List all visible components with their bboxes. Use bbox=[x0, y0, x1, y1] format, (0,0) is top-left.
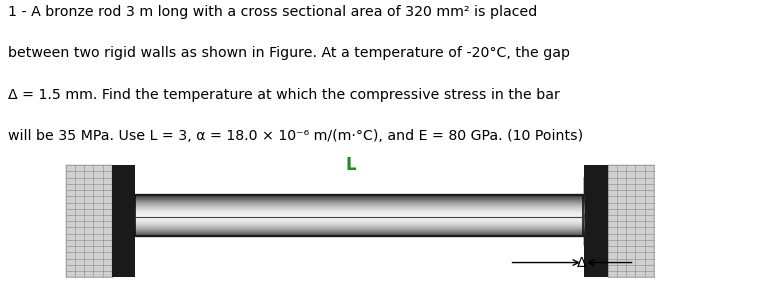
Bar bbox=[135, 221, 583, 222]
Bar bbox=[135, 227, 583, 228]
Bar bbox=[135, 223, 583, 224]
Bar bbox=[135, 229, 583, 230]
Bar bbox=[112, 165, 135, 277]
Bar bbox=[135, 218, 583, 219]
Bar bbox=[135, 224, 583, 225]
Bar bbox=[135, 196, 583, 197]
Bar bbox=[135, 208, 583, 209]
Bar bbox=[135, 214, 583, 215]
Bar bbox=[135, 203, 583, 204]
Text: 1 - A bronze rod 3 m long with a cross sectional area of 320 mm² is placed: 1 - A bronze rod 3 m long with a cross s… bbox=[8, 5, 537, 19]
Bar bbox=[135, 226, 583, 227]
Bar bbox=[135, 202, 583, 203]
Bar bbox=[135, 197, 583, 198]
Bar bbox=[135, 213, 583, 214]
Bar bbox=[135, 220, 583, 221]
Bar bbox=[135, 204, 583, 205]
Text: between two rigid walls as shown in Figure. At a temperature of -20°C, the gap: between two rigid walls as shown in Figu… bbox=[8, 46, 570, 60]
Bar bbox=[135, 215, 583, 216]
Bar bbox=[135, 212, 583, 213]
Bar bbox=[135, 219, 583, 220]
Bar bbox=[135, 231, 583, 232]
Text: Δ: Δ bbox=[577, 255, 586, 270]
Bar bbox=[135, 232, 583, 233]
Bar bbox=[135, 209, 583, 210]
Bar bbox=[135, 207, 583, 208]
Bar bbox=[135, 217, 583, 218]
Bar bbox=[135, 220, 583, 221]
Bar bbox=[135, 227, 583, 228]
Bar bbox=[135, 196, 583, 197]
Bar bbox=[135, 201, 583, 202]
Bar bbox=[135, 235, 583, 236]
Bar bbox=[135, 230, 583, 231]
Bar bbox=[135, 232, 583, 233]
Bar bbox=[135, 214, 583, 215]
Bar bbox=[135, 211, 583, 212]
Text: L: L bbox=[346, 156, 357, 174]
Bar bbox=[135, 195, 583, 236]
Bar bbox=[135, 216, 583, 217]
Bar bbox=[135, 210, 583, 211]
Bar bbox=[135, 209, 583, 210]
Bar bbox=[135, 225, 583, 226]
Bar bbox=[135, 223, 583, 224]
Bar bbox=[135, 234, 583, 235]
Bar bbox=[135, 234, 583, 235]
Bar bbox=[135, 206, 583, 207]
Bar bbox=[135, 224, 583, 225]
Bar bbox=[135, 225, 583, 226]
Bar bbox=[135, 199, 583, 200]
Bar bbox=[608, 165, 654, 277]
Bar bbox=[135, 208, 583, 209]
Bar bbox=[135, 203, 583, 204]
Bar bbox=[135, 194, 583, 195]
Text: will be 35 MPa. Use L = 3, α = 18.0 × 10⁻⁶ m/(m·°C), and E = 80 GPa. (10 Points): will be 35 MPa. Use L = 3, α = 18.0 × 10… bbox=[8, 129, 583, 143]
Text: Δ = 1.5 mm. Find the temperature at which the compressive stress in the bar: Δ = 1.5 mm. Find the temperature at whic… bbox=[8, 88, 560, 101]
Bar bbox=[135, 200, 583, 201]
Bar bbox=[135, 198, 583, 199]
Bar bbox=[135, 221, 583, 222]
Bar bbox=[135, 228, 583, 229]
Bar bbox=[135, 205, 583, 206]
Bar bbox=[66, 165, 112, 277]
Bar bbox=[135, 205, 583, 206]
Bar bbox=[135, 228, 583, 229]
Bar bbox=[135, 212, 583, 213]
Bar bbox=[135, 210, 583, 211]
Bar bbox=[135, 216, 583, 217]
Bar bbox=[135, 222, 583, 223]
Bar bbox=[135, 207, 583, 208]
Bar bbox=[135, 233, 583, 234]
Bar bbox=[584, 165, 608, 277]
Bar bbox=[135, 195, 583, 196]
